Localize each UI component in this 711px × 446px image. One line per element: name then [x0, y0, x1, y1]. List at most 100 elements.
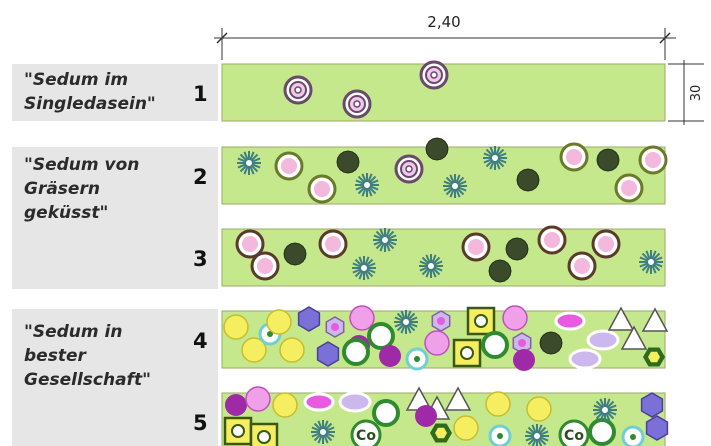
yellow-perennial-icon	[272, 392, 298, 418]
group-1-label: "Sedum im Singledasein"	[24, 70, 156, 114]
flowering-perennial-icon	[614, 173, 644, 203]
green-ring-plant-icon	[481, 331, 509, 359]
flowering-perennial-icon	[274, 151, 304, 181]
teal-grass-plant-icon	[525, 424, 549, 446]
pink-checker-plant-icon	[502, 305, 528, 331]
violet-hexagon-icon	[645, 415, 669, 441]
small-teal-plant-icon	[405, 347, 429, 371]
teal-grass-plant-icon	[593, 398, 617, 422]
teal-grass-plant-icon	[237, 151, 261, 175]
violet-hexagon-icon	[297, 306, 321, 332]
dark-grass-plant-icon	[488, 259, 512, 283]
co-plant-label: Co	[564, 428, 584, 444]
small-teal-plant-icon	[621, 425, 645, 446]
yellow-hexagon-icon	[430, 423, 452, 443]
green-ring-plant-icon	[588, 418, 616, 446]
row-3-number: 3	[193, 247, 208, 271]
teal-grass-plant-icon	[639, 250, 663, 274]
magenta-hexagon-icon	[512, 332, 532, 354]
row-4-number: 4	[193, 329, 208, 353]
teal-grass-plant-icon	[394, 310, 418, 334]
magenta-ellipse-icon	[303, 392, 335, 412]
group-2-background	[12, 147, 218, 289]
lavender-ellipse-icon	[338, 391, 372, 413]
group-1-background	[12, 64, 218, 121]
flowering-perennial-icon	[307, 174, 337, 204]
flowering-perennial-icon	[461, 232, 491, 262]
width-dimension	[214, 28, 676, 60]
magenta-ellipse-icon	[554, 311, 586, 331]
sedum-plant-icon	[342, 89, 372, 119]
purple-perennial-icon	[415, 405, 437, 427]
group-3-label: "Sedum in bester Gesellschaft"	[24, 322, 151, 390]
sedum-plant-icon	[419, 60, 449, 90]
purple-perennial-icon	[513, 349, 535, 371]
pink-checker-plant-icon	[349, 305, 375, 331]
lavender-ellipse-icon	[568, 348, 602, 370]
sedum-plant-icon	[283, 75, 313, 105]
dark-grass-plant-icon	[425, 137, 449, 161]
flowering-perennial-icon	[318, 229, 348, 259]
yellow-perennial-icon	[485, 391, 511, 417]
violet-hexagon-icon	[640, 392, 664, 418]
flowering-perennial-icon	[250, 251, 280, 281]
height-dimension-label: 30	[689, 85, 704, 102]
teal-grass-plant-icon	[352, 256, 376, 280]
pink-checker-plant-icon	[245, 386, 271, 412]
green-ring-plant-icon	[367, 322, 395, 350]
magenta-hexagon-icon	[325, 316, 345, 338]
co-plant-icon: Co	[558, 419, 590, 446]
flowering-perennial-icon	[537, 225, 567, 255]
yellow-perennial-icon	[241, 337, 267, 363]
sedum-plant-icon	[394, 154, 424, 184]
co-plant-label: Co	[356, 428, 376, 444]
green-ring-plant-icon	[342, 338, 370, 366]
triangle-plant-icon	[620, 325, 648, 350]
flowering-perennial-icon	[591, 229, 621, 259]
yellow-perennial-icon	[223, 314, 249, 340]
green-ring-plant-icon	[372, 399, 400, 427]
yellow-hexagon-icon	[643, 347, 665, 367]
yellow-perennial-icon	[526, 396, 552, 422]
teal-grass-plant-icon	[311, 420, 335, 444]
teal-grass-plant-icon	[373, 228, 397, 252]
purple-perennial-icon	[379, 345, 401, 367]
yellow-perennial-icon	[453, 415, 479, 441]
teal-grass-plant-icon	[483, 146, 507, 170]
dark-grass-plant-icon	[283, 242, 307, 266]
small-teal-plant-icon	[488, 424, 512, 446]
plant-symbols: Co Co	[223, 60, 669, 446]
square-plant-icon	[466, 306, 496, 336]
teal-grass-plant-icon	[355, 173, 379, 197]
teal-grass-plant-icon	[419, 254, 443, 278]
lavender-ellipse-icon	[586, 329, 620, 351]
triangle-plant-icon	[641, 307, 669, 332]
pink-checker-plant-icon	[424, 330, 450, 356]
group-3-background	[12, 309, 218, 446]
dark-grass-plant-icon	[505, 237, 529, 261]
teal-grass-plant-icon	[443, 174, 467, 198]
flowering-perennial-icon	[559, 142, 589, 172]
violet-hexagon-icon	[316, 341, 340, 367]
row-2-number: 2	[193, 165, 208, 189]
purple-perennial-icon	[225, 394, 247, 416]
yellow-perennial-icon	[266, 309, 292, 335]
yellow-perennial-icon	[279, 337, 305, 363]
flowering-perennial-icon	[567, 251, 597, 281]
height-dimension	[668, 60, 704, 125]
magenta-hexagon-icon	[431, 310, 451, 332]
dark-grass-plant-icon	[596, 148, 620, 172]
square-plant-icon	[452, 338, 482, 368]
dark-grass-plant-icon	[336, 150, 360, 174]
square-plant-icon	[223, 416, 253, 446]
row-5-number: 5	[193, 411, 208, 435]
group-2-label: "Sedum von Gräsern geküsst"	[24, 155, 145, 223]
triangle-plant-icon	[444, 386, 472, 411]
co-plant-icon: Co	[350, 419, 382, 446]
width-dimension-label: 2,40	[427, 13, 460, 31]
flowering-perennial-icon	[638, 145, 668, 175]
flowering-perennial-icon	[235, 229, 265, 259]
square-plant-icon	[249, 422, 279, 446]
row-1-number: 1	[193, 82, 208, 106]
